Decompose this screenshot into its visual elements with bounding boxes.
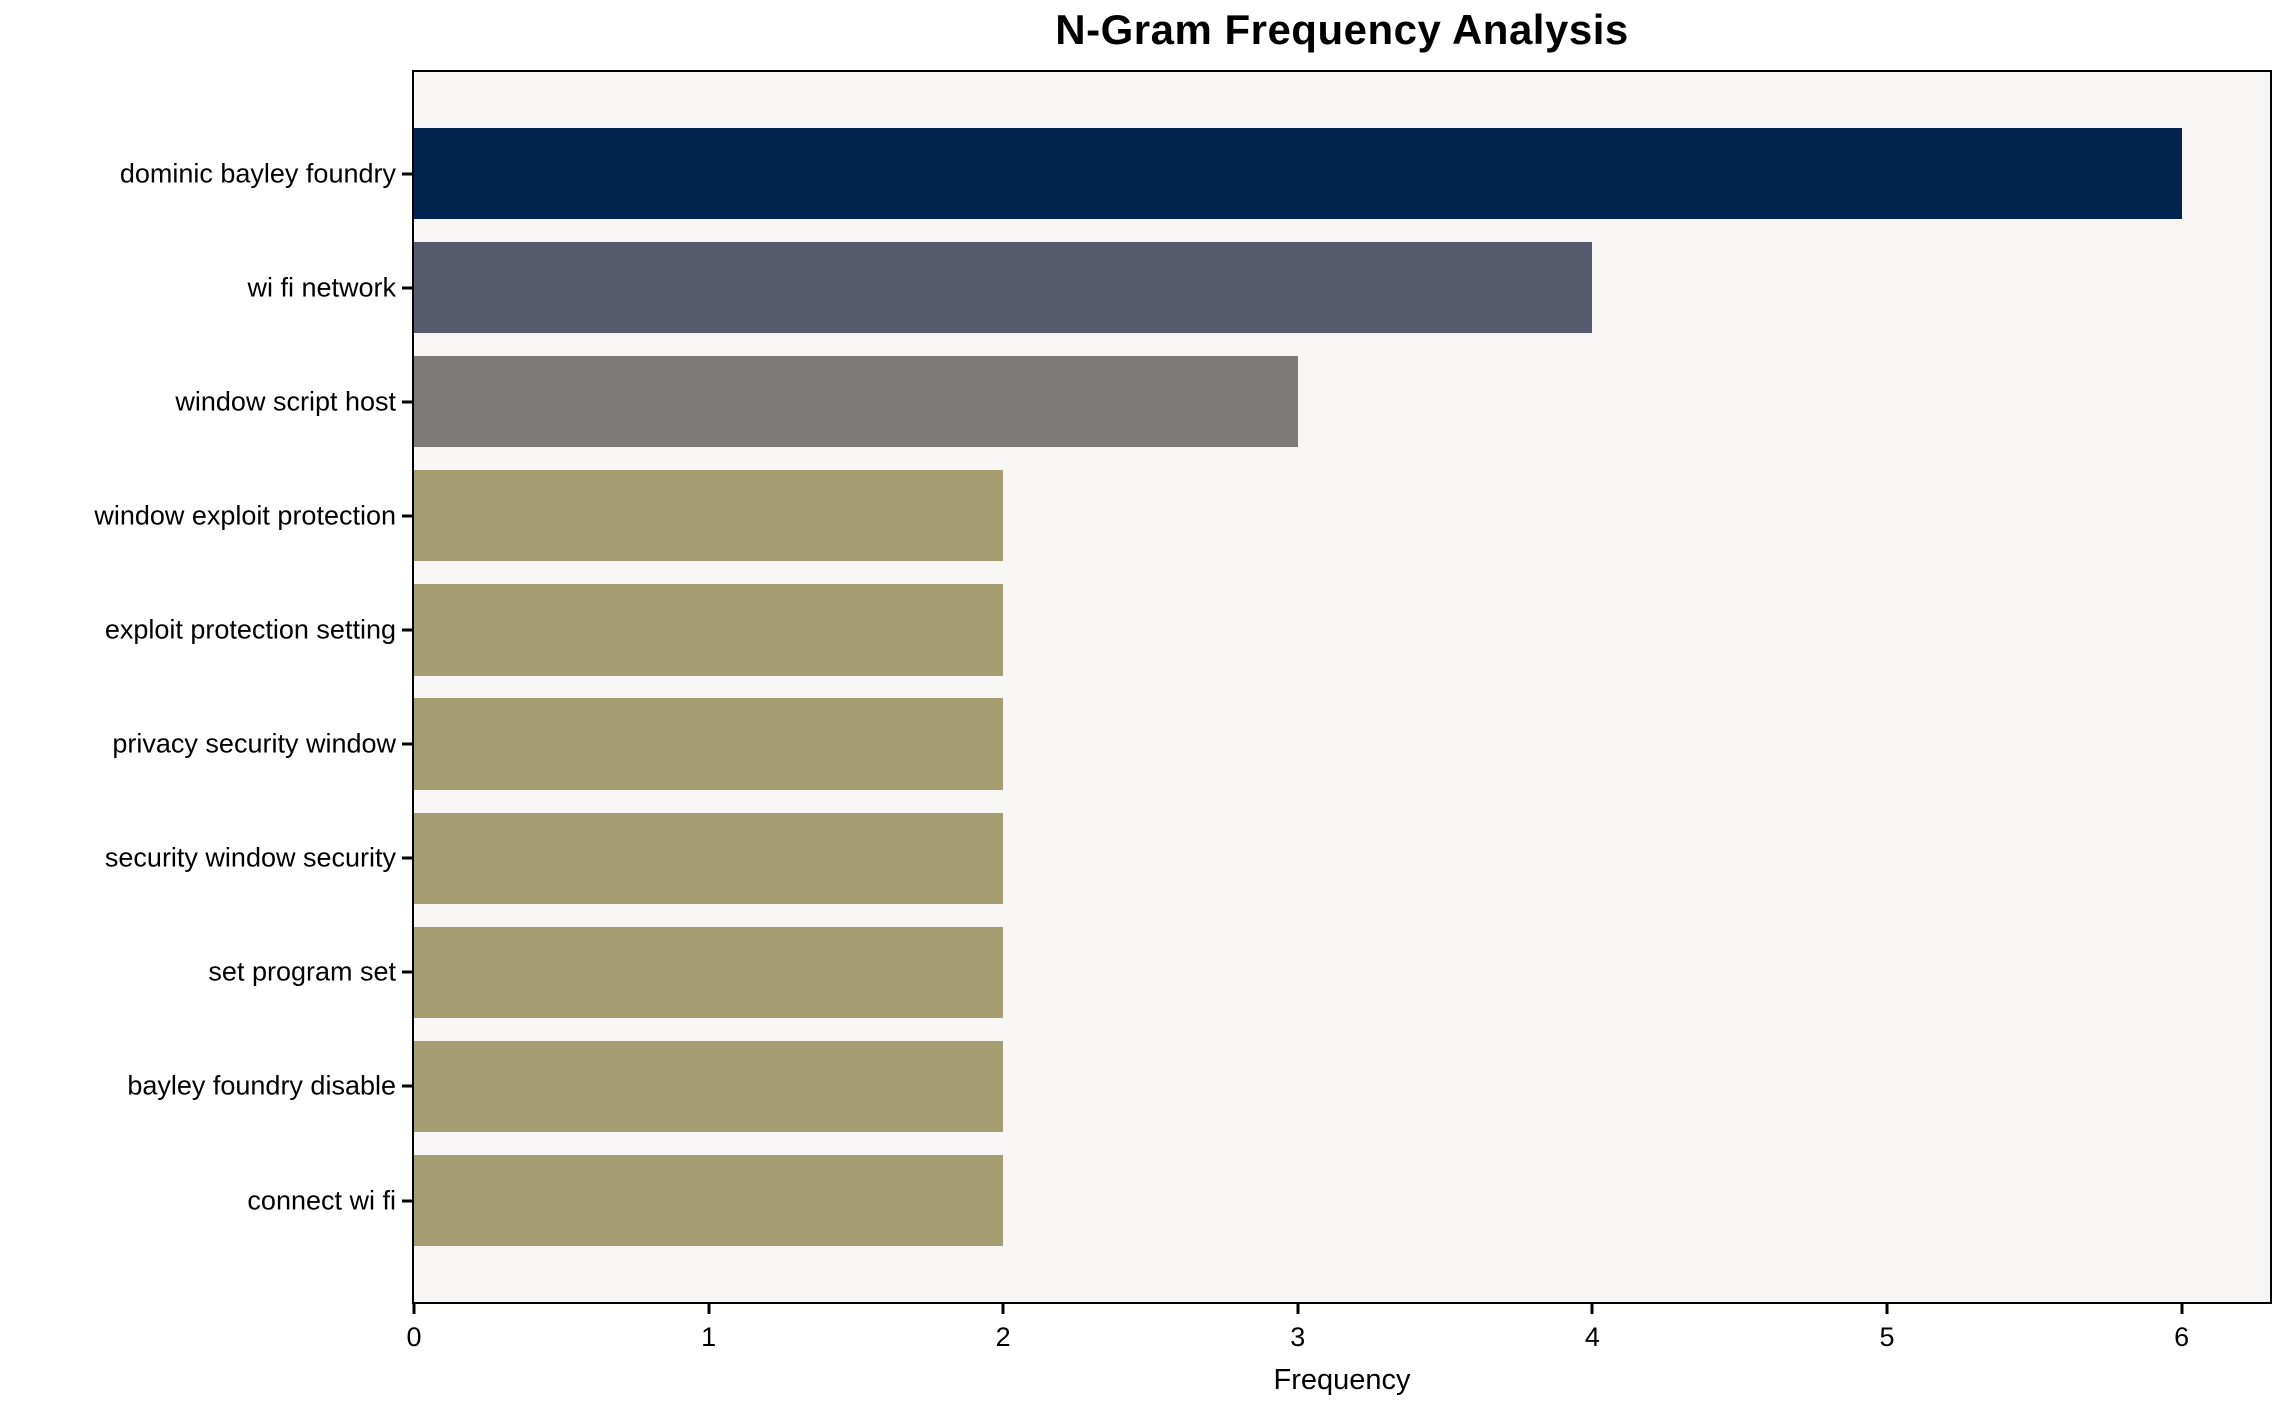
x-tick-label: 1 — [701, 1322, 717, 1352]
x-tick-label: 6 — [2174, 1322, 2190, 1352]
bar — [414, 926, 1004, 1018]
x-tick-label: 4 — [1584, 1322, 1600, 1352]
x-tick-mark — [2180, 1302, 2184, 1314]
y-tick-label: wi fi network — [247, 272, 396, 303]
x-tick-mark — [1001, 1302, 1005, 1314]
y-tick-mark — [402, 1199, 412, 1202]
y-tick-mark — [402, 286, 412, 290]
y-tick-mark — [402, 400, 412, 404]
y-tick-mark — [402, 856, 412, 860]
bar — [414, 1154, 1004, 1247]
bar — [414, 1040, 1004, 1132]
y-tick-mark — [402, 1084, 412, 1088]
y-tick-label: window script host — [175, 386, 396, 417]
bar — [414, 584, 1004, 676]
bar — [414, 127, 2182, 220]
x-tick-mark — [1296, 1302, 1300, 1314]
y-tick-mark — [402, 514, 412, 518]
x-tick-label: 3 — [1290, 1322, 1306, 1352]
x-axis-title: Frequency — [1273, 1364, 1411, 1396]
y-tick-mark — [402, 970, 412, 974]
bar — [414, 356, 1298, 448]
x-tick-label: 0 — [406, 1322, 422, 1352]
y-tick-mark — [402, 628, 412, 632]
y-tick-label: security window security — [104, 842, 396, 873]
bar — [414, 470, 1004, 562]
y-tick-label: dominic bayley foundry — [119, 158, 396, 188]
y-tick-label: exploit protection setting — [104, 614, 396, 645]
y-tick-label: set program set — [208, 956, 396, 987]
bar — [414, 242, 1593, 334]
x-tick-mark — [412, 1302, 416, 1314]
y-tick-mark — [402, 742, 412, 746]
y-tick-label: window exploit protection — [94, 500, 396, 531]
plot-area — [412, 70, 2272, 1304]
x-tick-mark — [1590, 1302, 1594, 1314]
bar — [414, 812, 1004, 904]
chart-title: N-Gram Frequency Analysis — [1055, 6, 1629, 53]
y-tick-label: connect wi fi — [247, 1185, 396, 1215]
y-tick-mark — [402, 172, 412, 175]
x-tick-mark — [707, 1302, 711, 1314]
x-tick-label: 2 — [995, 1322, 1011, 1352]
y-tick-label: bayley foundry disable — [127, 1070, 396, 1101]
x-tick-label: 5 — [1879, 1322, 1895, 1352]
x-tick-mark — [1885, 1302, 1889, 1314]
y-tick-label: privacy security window — [112, 728, 396, 759]
bar — [414, 698, 1004, 790]
